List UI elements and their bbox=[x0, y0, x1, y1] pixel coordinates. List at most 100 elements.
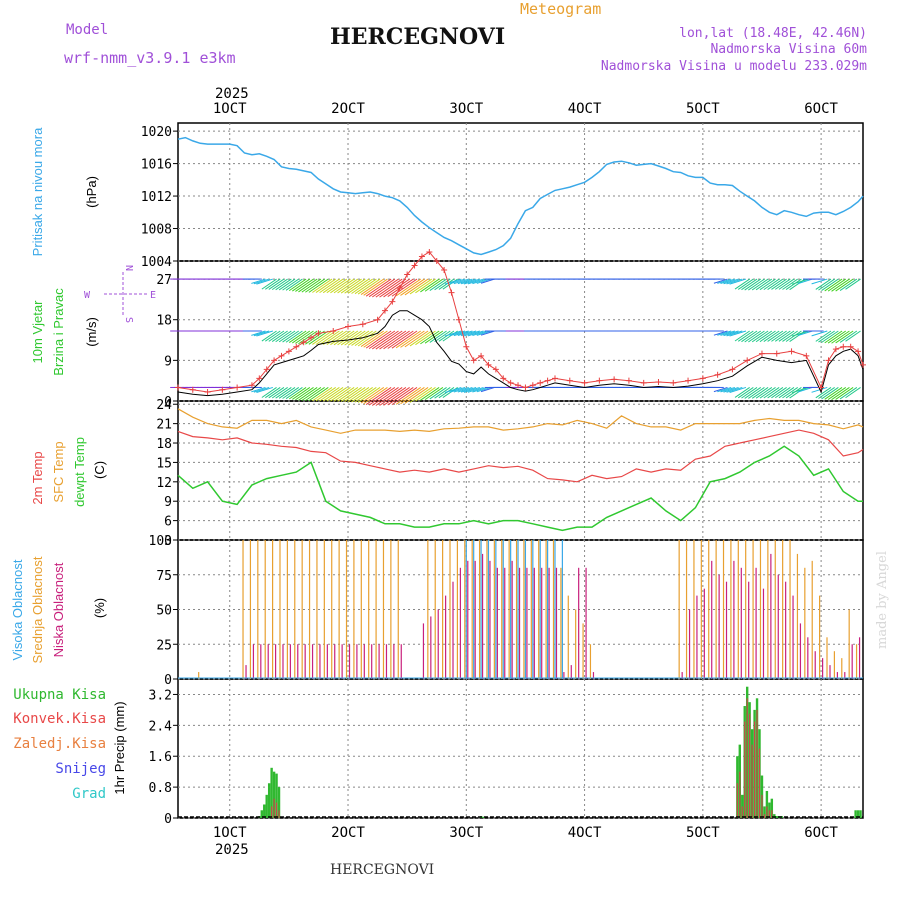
wind-arrow bbox=[748, 278, 765, 291]
date-tick-label: 2OCT bbox=[331, 101, 365, 117]
wind-arrow bbox=[759, 387, 776, 399]
wind-arrow bbox=[330, 330, 351, 346]
date-tick-label: 1OCT bbox=[213, 825, 247, 841]
compass-n: N bbox=[123, 265, 134, 271]
legend-hail: Grad bbox=[72, 786, 106, 802]
wind-arrow bbox=[723, 386, 739, 393]
wind-arrow bbox=[292, 387, 311, 400]
wind-arrow bbox=[453, 330, 469, 337]
gust-marker bbox=[847, 343, 854, 350]
wind-arrow bbox=[379, 387, 407, 406]
gust-marker bbox=[537, 379, 544, 386]
date-tick-label: 5OCT bbox=[686, 101, 720, 117]
total-precip-bar bbox=[263, 804, 266, 818]
wind-arrow bbox=[322, 387, 344, 402]
wind-arrow bbox=[333, 278, 355, 294]
wind-arrow bbox=[295, 387, 314, 401]
wind-arrow bbox=[729, 386, 747, 393]
wind-arrow bbox=[315, 330, 336, 345]
wind-arrow bbox=[330, 387, 351, 402]
wind-arrow bbox=[734, 387, 750, 398]
precip-bars bbox=[178, 686, 863, 818]
gust-marker bbox=[744, 357, 751, 364]
date-tick-label: 5OCT bbox=[686, 825, 720, 841]
wind-arrow bbox=[251, 278, 266, 284]
wind-arrow bbox=[409, 330, 433, 347]
wind-arrow bbox=[818, 387, 835, 399]
wind-arrow bbox=[741, 278, 758, 291]
gust-marker bbox=[396, 285, 403, 292]
wind-arrow bbox=[360, 387, 385, 404]
total-precip-bar bbox=[265, 794, 268, 818]
wind-arrow bbox=[797, 330, 813, 336]
wind-arrow bbox=[271, 330, 288, 342]
wind-arrow bbox=[729, 278, 747, 285]
total-precip-bar bbox=[770, 798, 774, 818]
compass-w: W bbox=[84, 290, 91, 301]
wind-unit: (m/s) bbox=[84, 317, 99, 347]
y-tick-label: 12 bbox=[156, 476, 172, 491]
wind-arrow bbox=[265, 278, 281, 290]
conv-precip-bar bbox=[273, 798, 275, 818]
model-name: wrf-nmm_v3.9.1 e3km bbox=[64, 49, 236, 67]
wind-arrow bbox=[404, 387, 429, 404]
wind-arrow bbox=[785, 330, 802, 342]
compass-e: E bbox=[150, 290, 156, 301]
wind-arrow bbox=[400, 278, 425, 296]
gust-marker bbox=[832, 346, 839, 353]
wind-arrow bbox=[312, 278, 333, 293]
total-precip-bar bbox=[856, 810, 860, 818]
wind-arrow bbox=[827, 278, 847, 292]
date-tick-label: 4OCT bbox=[568, 101, 602, 117]
wind-arrow bbox=[404, 330, 429, 348]
y-tick-label: 3.2 bbox=[149, 688, 172, 703]
wind-arrow bbox=[365, 330, 392, 349]
wind-arrow bbox=[453, 386, 469, 393]
wind-arrow bbox=[778, 387, 795, 399]
y-tick-label: 9 bbox=[164, 354, 172, 369]
wind-arrow bbox=[737, 330, 754, 342]
wind-label-2: Brzina i Pravac bbox=[51, 288, 66, 376]
wind-arrow bbox=[713, 330, 728, 336]
wind-arrow bbox=[282, 330, 300, 343]
y-tick-label: 6 bbox=[164, 515, 172, 530]
y-tick-label: 2.4 bbox=[149, 719, 173, 734]
wind-arrow bbox=[723, 278, 739, 285]
wind-arrow bbox=[774, 278, 791, 290]
date-tick-label: 6OCT bbox=[804, 825, 838, 841]
conv-precip-bar bbox=[758, 748, 761, 818]
wind-arrow bbox=[285, 330, 303, 343]
conv-precip-bar bbox=[761, 794, 763, 818]
wind-arrow bbox=[256, 386, 274, 394]
wind-arrow bbox=[751, 278, 769, 291]
wind-arrow bbox=[748, 330, 765, 343]
wind-arrow bbox=[375, 387, 403, 406]
wind-arrow bbox=[460, 386, 477, 393]
conv-precip-bar bbox=[756, 709, 758, 818]
wind-arrow bbox=[368, 387, 396, 406]
total-precip-bar bbox=[854, 810, 857, 818]
wind-speed-line bbox=[177, 310, 864, 397]
wind-arrow bbox=[460, 278, 477, 285]
wind-arrow bbox=[337, 330, 359, 346]
wind-arrow bbox=[372, 330, 399, 350]
wind-arrow bbox=[400, 330, 425, 348]
gust-marker bbox=[860, 361, 866, 368]
wind-arrow bbox=[278, 387, 296, 399]
wind-arrow bbox=[785, 387, 802, 399]
total-precip-bar bbox=[260, 810, 263, 818]
gust-marker bbox=[470, 357, 477, 364]
wind-arrow bbox=[391, 278, 418, 297]
wind-arrow bbox=[383, 278, 410, 298]
wind-arrow bbox=[839, 387, 858, 400]
gust-marker bbox=[315, 330, 322, 337]
wind-arrow bbox=[821, 330, 839, 343]
wind-arrow bbox=[333, 330, 355, 346]
wind-arrow bbox=[354, 387, 377, 403]
gust-marker bbox=[478, 352, 485, 359]
wind-arrow bbox=[824, 387, 843, 400]
wind-arrow bbox=[383, 387, 410, 406]
wind-arrow bbox=[831, 278, 850, 292]
wind-arrow bbox=[771, 387, 787, 399]
gust-marker bbox=[463, 343, 470, 350]
